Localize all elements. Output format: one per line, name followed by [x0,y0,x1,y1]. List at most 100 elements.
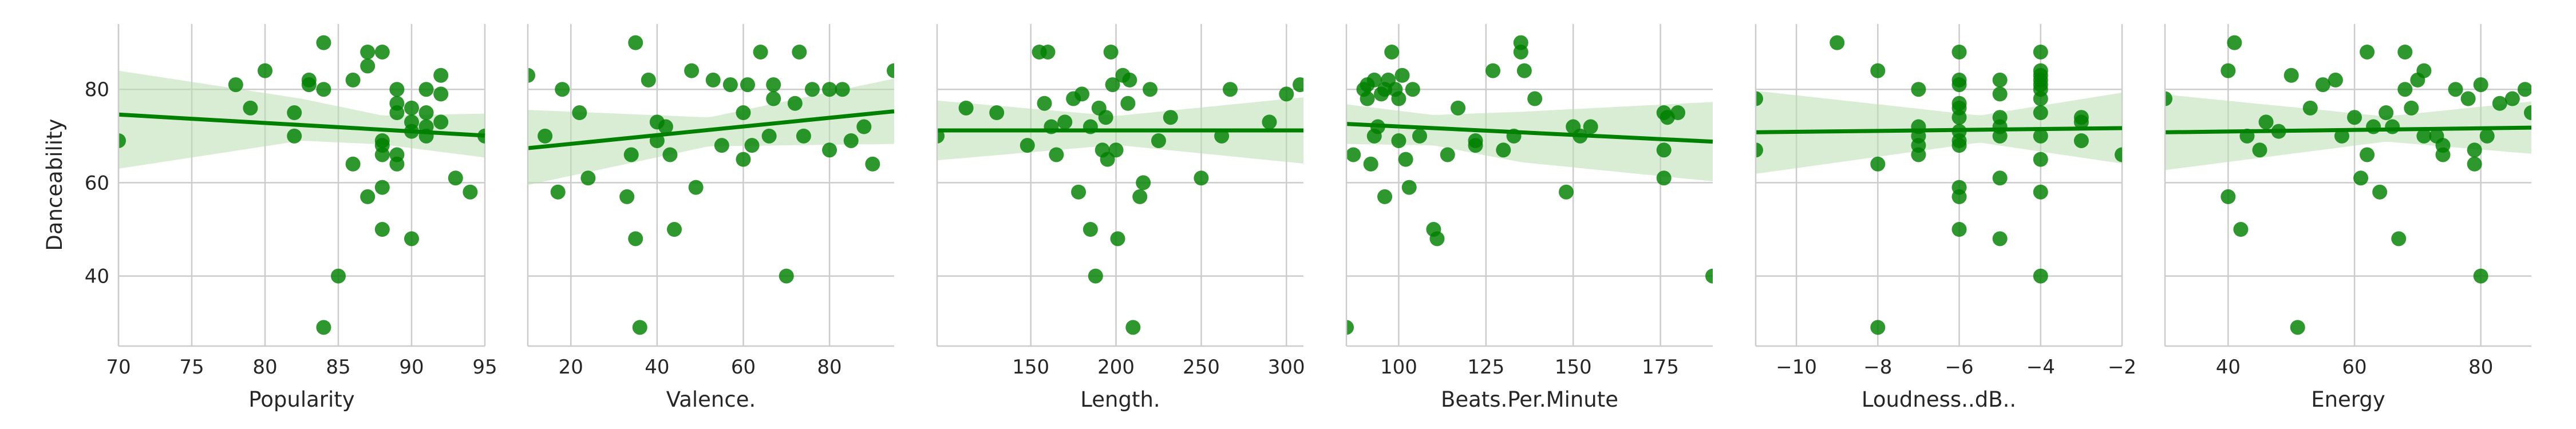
data-point [1391,91,1406,106]
data-point [2479,128,2495,144]
panel-3: 150 200 250 300 Length. [936,24,1305,412]
data-point [2227,35,2242,50]
data-point [1074,86,1090,102]
data-point [2033,91,2048,106]
data-point [2033,44,2048,59]
regression-line [527,109,895,150]
data-point [404,100,419,116]
data-point [374,138,390,153]
data-point [2360,147,2375,162]
x-tick-label: 80 [2468,356,2493,379]
confidence-band [118,70,485,169]
data-point [2517,82,2531,97]
data-point [1951,138,1967,153]
data-point [1040,44,1056,59]
regression-line [2164,125,2532,134]
y-tick-label: 40 [85,265,109,288]
data-point [2391,231,2407,247]
data-point [740,77,755,93]
data-point [374,180,390,195]
data-point [463,184,478,200]
data-point [243,100,258,116]
data-point [1223,82,1238,97]
panels-group: 70 75 80 85 90 95 40 60 80 Popularity 20 40 60 80 Vale… [85,24,2532,412]
data-point [2416,128,2432,144]
data-point [2460,91,2476,106]
data-point [1125,320,1141,335]
x-tick-label: 95 [472,356,497,379]
data-point [2467,156,2482,172]
data-point [2258,114,2274,130]
data-point [667,222,682,237]
data-point [287,128,302,144]
data-point [2467,142,2482,158]
panel-2: 20 40 60 80 Valence. [527,24,895,412]
data-point [118,133,126,148]
data-point [1870,63,1886,78]
data-point [684,63,700,78]
data-point [1870,156,1886,172]
data-point [1098,110,1113,125]
data-point [331,268,346,284]
data-point [2473,77,2488,93]
data-point [228,77,243,93]
data-point [528,67,535,83]
data-point [1656,170,1672,186]
data-point [1398,152,1413,167]
data-point [1951,222,1967,237]
data-point [722,77,738,93]
data-point [796,128,811,144]
data-point [433,86,449,102]
data-point [2073,133,2089,148]
data-point [753,44,768,59]
data-point [404,231,419,247]
data-point [1391,133,1406,148]
x-tick-label: 200 [1097,356,1135,379]
data-point [2283,67,2299,83]
data-point [1360,91,1375,106]
data-point [1429,231,1445,247]
data-point [1108,142,1124,158]
data-point [2448,82,2463,97]
x-tick-label: 250 [1183,356,1220,379]
data-point [688,180,704,195]
x-tick-label: 80 [817,356,841,379]
data-point [628,35,643,50]
data-point [822,142,837,158]
x-tick-label: 150 [1012,356,1049,379]
data-point [360,189,376,204]
data-point [2033,268,2048,284]
data-point [2360,44,2375,59]
data-point [804,82,820,97]
x-tick-label: 40 [2216,356,2241,379]
data-point [2033,105,2048,121]
data-point [433,114,449,130]
data-point [1992,86,2008,102]
data-point [2033,152,2048,167]
data-point [2397,82,2413,97]
x-tick-label: 60 [731,356,756,379]
data-point [572,105,587,121]
data-point [1485,63,1500,78]
data-point [1136,175,1151,190]
data-point [1132,189,1148,204]
data-point [779,268,794,284]
data-point [2504,91,2520,106]
data-point [736,105,751,121]
x-tick-label: 75 [179,356,204,379]
data-point [1513,44,1528,59]
data-point [1656,142,1672,158]
data-point [1870,320,1886,335]
x-tick-label: −2 [2108,356,2136,379]
data-point [1440,147,1455,162]
regression-line [1755,126,2123,134]
data-point [389,156,405,172]
data-point [2353,170,2369,186]
regression-line [1346,122,1713,144]
data-point [1088,268,1103,284]
data-point [792,44,807,59]
x-axis-label: Length. [1080,387,1160,412]
x-tick-label: 70 [106,356,131,379]
data-point [1020,138,1035,153]
data-point [1992,72,2008,88]
